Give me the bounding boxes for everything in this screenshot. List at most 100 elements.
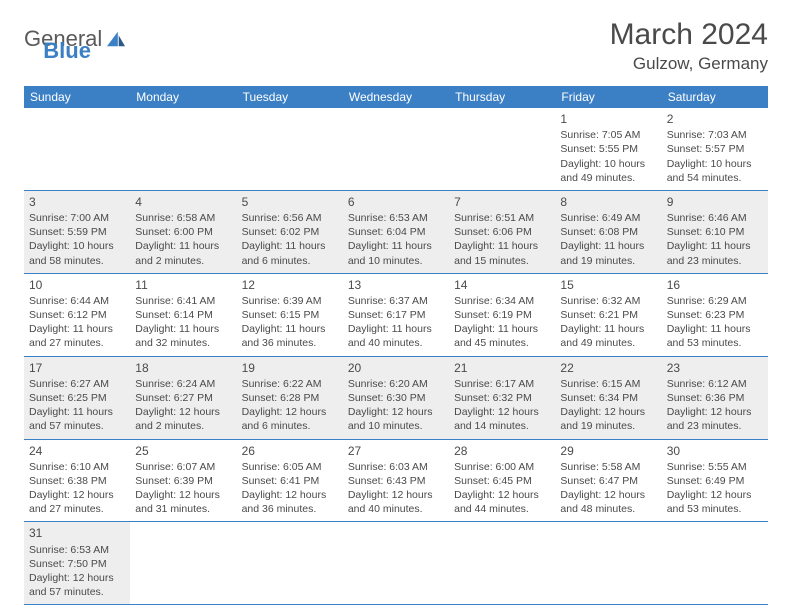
cell-line: and 2 minutes.	[135, 419, 231, 433]
calendar-cell: 26Sunrise: 6:05 AMSunset: 6:41 PMDayligh…	[237, 439, 343, 522]
calendar-cell: 4Sunrise: 6:58 AMSunset: 6:00 PMDaylight…	[130, 190, 236, 273]
cell-line: Sunset: 6:12 PM	[29, 308, 125, 322]
calendar-cell	[662, 522, 768, 605]
day-number: 7	[454, 194, 550, 210]
cell-line: Daylight: 11 hours	[29, 405, 125, 419]
calendar-cell	[237, 108, 343, 190]
cell-line: Sunset: 5:57 PM	[667, 142, 763, 156]
cell-line: Daylight: 11 hours	[560, 239, 656, 253]
day-number: 21	[454, 360, 550, 376]
day-number: 28	[454, 443, 550, 459]
cell-line: Daylight: 11 hours	[560, 322, 656, 336]
cell-line: Sunset: 6:41 PM	[242, 474, 338, 488]
cell-line: Sunrise: 6:22 AM	[242, 377, 338, 391]
cell-line: Sunset: 6:23 PM	[667, 308, 763, 322]
cell-line: and 54 minutes.	[667, 171, 763, 185]
calendar-cell: 18Sunrise: 6:24 AMSunset: 6:27 PMDayligh…	[130, 356, 236, 439]
cell-line: Daylight: 12 hours	[348, 405, 444, 419]
location-label: Gulzow, Germany	[610, 54, 768, 74]
cell-line: and 32 minutes.	[135, 336, 231, 350]
calendar-cell: 22Sunrise: 6:15 AMSunset: 6:34 PMDayligh…	[555, 356, 661, 439]
cell-line: Daylight: 12 hours	[348, 488, 444, 502]
calendar-cell	[449, 108, 555, 190]
title-block: March 2024 Gulzow, Germany	[610, 18, 768, 74]
day-number: 17	[29, 360, 125, 376]
cell-line: Daylight: 12 hours	[560, 488, 656, 502]
cell-line: Sunrise: 6:20 AM	[348, 377, 444, 391]
cell-line: Daylight: 11 hours	[348, 322, 444, 336]
cell-line: Daylight: 12 hours	[454, 488, 550, 502]
day-number: 25	[135, 443, 231, 459]
calendar-cell: 3Sunrise: 7:00 AMSunset: 5:59 PMDaylight…	[24, 190, 130, 273]
calendar-body: 1Sunrise: 7:05 AMSunset: 5:55 PMDaylight…	[24, 108, 768, 605]
cell-line: Sunrise: 6:32 AM	[560, 294, 656, 308]
day-number: 3	[29, 194, 125, 210]
calendar-cell: 25Sunrise: 6:07 AMSunset: 6:39 PMDayligh…	[130, 439, 236, 522]
weekday-sat: Saturday	[662, 86, 768, 108]
day-number: 23	[667, 360, 763, 376]
cell-line: Sunset: 6:32 PM	[454, 391, 550, 405]
calendar-cell: 27Sunrise: 6:03 AMSunset: 6:43 PMDayligh…	[343, 439, 449, 522]
cell-line: Daylight: 12 hours	[242, 488, 338, 502]
calendar-cell: 5Sunrise: 6:56 AMSunset: 6:02 PMDaylight…	[237, 190, 343, 273]
cell-line: Sunrise: 5:58 AM	[560, 460, 656, 474]
calendar-week: 24Sunrise: 6:10 AMSunset: 6:38 PMDayligh…	[24, 439, 768, 522]
day-number: 5	[242, 194, 338, 210]
day-number: 2	[667, 111, 763, 127]
cell-line: Daylight: 10 hours	[667, 157, 763, 171]
cell-line: and 6 minutes.	[242, 254, 338, 268]
cell-line: Daylight: 12 hours	[667, 405, 763, 419]
cell-line: Daylight: 11 hours	[348, 239, 444, 253]
day-number: 8	[560, 194, 656, 210]
calendar-cell: 24Sunrise: 6:10 AMSunset: 6:38 PMDayligh…	[24, 439, 130, 522]
cell-line: Sunrise: 6:15 AM	[560, 377, 656, 391]
cell-line: Sunrise: 6:05 AM	[242, 460, 338, 474]
cell-line: Sunset: 6:25 PM	[29, 391, 125, 405]
calendar-cell	[130, 108, 236, 190]
cell-line: Sunset: 6:17 PM	[348, 308, 444, 322]
day-number: 22	[560, 360, 656, 376]
day-number: 29	[560, 443, 656, 459]
calendar-cell: 28Sunrise: 6:00 AMSunset: 6:45 PMDayligh…	[449, 439, 555, 522]
cell-line: Sunrise: 6:41 AM	[135, 294, 231, 308]
cell-line: Sunrise: 6:37 AM	[348, 294, 444, 308]
calendar-cell: 19Sunrise: 6:22 AMSunset: 6:28 PMDayligh…	[237, 356, 343, 439]
cell-line: Daylight: 12 hours	[135, 488, 231, 502]
cell-line: Sunrise: 6:46 AM	[667, 211, 763, 225]
calendar-cell	[343, 108, 449, 190]
cell-line: and 19 minutes.	[560, 254, 656, 268]
cell-line: Sunrise: 6:24 AM	[135, 377, 231, 391]
day-number: 27	[348, 443, 444, 459]
cell-line: Daylight: 11 hours	[242, 322, 338, 336]
cell-line: Sunset: 6:28 PM	[242, 391, 338, 405]
cell-line: and 53 minutes.	[667, 502, 763, 516]
cell-line: Sunrise: 6:34 AM	[454, 294, 550, 308]
calendar-week: 10Sunrise: 6:44 AMSunset: 6:12 PMDayligh…	[24, 273, 768, 356]
cell-line: Sunset: 5:55 PM	[560, 142, 656, 156]
cell-line: Sunset: 6:08 PM	[560, 225, 656, 239]
day-number: 16	[667, 277, 763, 293]
day-number: 11	[135, 277, 231, 293]
calendar-cell	[343, 522, 449, 605]
day-number: 9	[667, 194, 763, 210]
sail-icon	[105, 30, 127, 48]
cell-line: and 23 minutes.	[667, 254, 763, 268]
cell-line: and 15 minutes.	[454, 254, 550, 268]
day-number: 1	[560, 111, 656, 127]
cell-line: and 49 minutes.	[560, 336, 656, 350]
cell-line: Daylight: 11 hours	[29, 322, 125, 336]
day-number: 31	[29, 525, 125, 541]
cell-line: Sunrise: 6:49 AM	[560, 211, 656, 225]
cell-line: and 19 minutes.	[560, 419, 656, 433]
month-title: March 2024	[610, 18, 768, 52]
cell-line: and 31 minutes.	[135, 502, 231, 516]
calendar-cell	[130, 522, 236, 605]
calendar-cell: 10Sunrise: 6:44 AMSunset: 6:12 PMDayligh…	[24, 273, 130, 356]
cell-line: Daylight: 12 hours	[667, 488, 763, 502]
cell-line: Sunset: 7:50 PM	[29, 557, 125, 571]
day-number: 15	[560, 277, 656, 293]
cell-line: Sunrise: 6:10 AM	[29, 460, 125, 474]
calendar-cell: 14Sunrise: 6:34 AMSunset: 6:19 PMDayligh…	[449, 273, 555, 356]
calendar-cell: 30Sunrise: 5:55 AMSunset: 6:49 PMDayligh…	[662, 439, 768, 522]
cell-line: and 27 minutes.	[29, 502, 125, 516]
